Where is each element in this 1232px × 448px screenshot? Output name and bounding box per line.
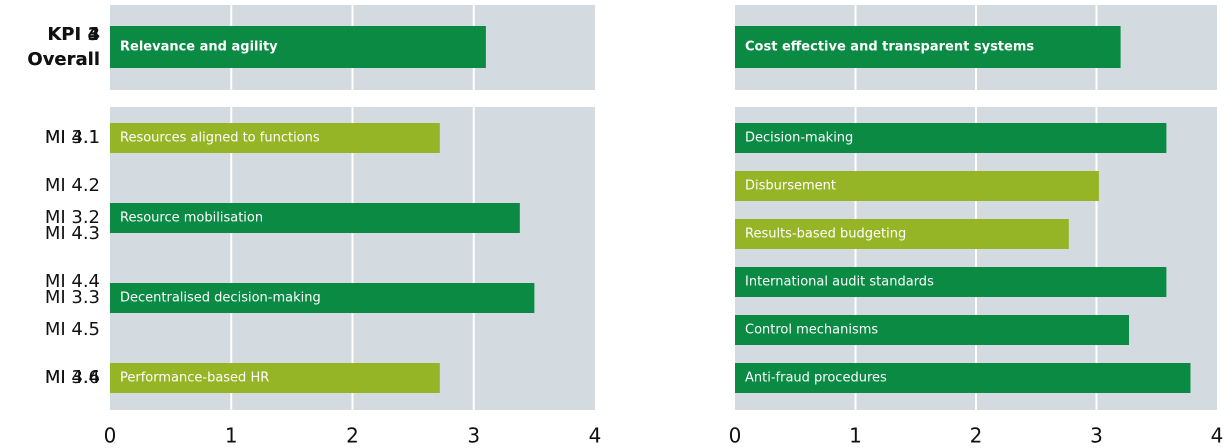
- row-label: MI 4.6: [45, 367, 100, 388]
- bar-label: Resource mobilisation: [120, 211, 263, 226]
- x-tick-label: 1: [225, 424, 238, 448]
- bar: [110, 203, 520, 233]
- bar: [735, 267, 1167, 297]
- x-tick-label: 0: [104, 424, 117, 448]
- kpi-label: KPI 4: [47, 24, 100, 45]
- x-tick-label: 0: [729, 424, 742, 448]
- bar: [110, 283, 535, 313]
- bar-label: Anti-fraud procedures: [745, 371, 887, 386]
- row-label: MI 4.5: [45, 319, 100, 340]
- bar: [735, 123, 1167, 153]
- kpi-label: Overall: [27, 49, 100, 70]
- bar-label: Cost effective and transparent systems: [745, 40, 1034, 55]
- row-label: MI 3.4: [45, 367, 100, 388]
- bar: [110, 363, 440, 393]
- kpi-label: Overall: [27, 49, 100, 70]
- row-label: MI 4.1: [45, 127, 100, 148]
- x-tick-label: 1: [849, 424, 862, 448]
- bar: [110, 26, 486, 68]
- bar-label: Performance-based HR: [120, 371, 269, 386]
- row-label: MI 4.2: [45, 175, 100, 196]
- row-label: MI 3.3: [45, 287, 100, 308]
- x-tick-label: 3: [467, 424, 480, 448]
- row-label: MI 4.4: [45, 271, 100, 292]
- bar-label: Relevance and agility: [120, 40, 278, 55]
- bar: [735, 219, 1069, 249]
- bar-label: Disbursement: [745, 179, 836, 194]
- bar-label: Decision-making: [745, 131, 853, 146]
- x-tick-label: 2: [970, 424, 983, 448]
- bar: [735, 363, 1191, 393]
- row-label: MI 3.1: [45, 127, 100, 148]
- bar-label: Control mechanisms: [745, 323, 878, 338]
- bar: [735, 171, 1099, 201]
- x-tick-label: 4: [589, 424, 602, 448]
- bar: [110, 123, 440, 153]
- x-tick-label: 3: [1090, 424, 1103, 448]
- bar-label: International audit standards: [745, 275, 934, 290]
- x-tick-label: 2: [346, 424, 359, 448]
- x-tick-label: 4: [1211, 424, 1224, 448]
- bar-label: Results-based budgeting: [745, 227, 906, 242]
- bar-label: Decentralised decision-making: [120, 291, 321, 306]
- bar: [735, 26, 1121, 68]
- kpi-label: KPI 3: [47, 24, 100, 45]
- bar-label: Resources aligned to functions: [120, 131, 320, 146]
- bar: [735, 315, 1130, 345]
- row-label: MI 4.3: [45, 223, 100, 244]
- row-label: MI 3.2: [45, 207, 100, 228]
